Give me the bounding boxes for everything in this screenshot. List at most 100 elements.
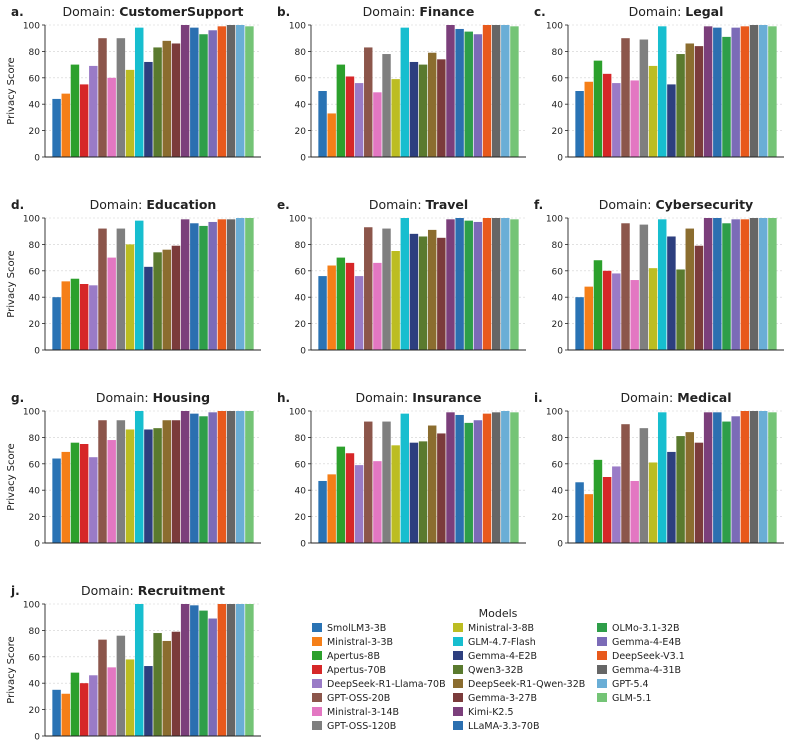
bar-kimi-k2-5 (446, 412, 455, 543)
legend-label: Gemma-4-31B (612, 665, 681, 676)
bar-gemma-4-e2b (667, 84, 676, 157)
bar-deepseek-r1-qwen-32b (162, 640, 172, 736)
y-tick-label: 40 (29, 680, 41, 690)
bar-olmo-3-1-32b (199, 610, 208, 736)
bar-kimi-k2-5 (446, 219, 455, 350)
legend-label: GLM-4.7-Flash (468, 637, 536, 648)
bar-gemma-3-27b (694, 442, 704, 543)
bar-glm-4-7-flash (657, 26, 667, 157)
y-tick-label: 20 (29, 127, 41, 137)
bar-gpt-5-4 (501, 218, 510, 350)
bar-deepseek-r1-qwen-32b (162, 420, 172, 543)
legend-swatch (597, 679, 607, 688)
bar-ministral-3-8b (125, 244, 135, 350)
legend-swatch (312, 637, 322, 646)
bar-apertus-8b (336, 446, 346, 543)
y-tick-label: 60 (552, 74, 564, 84)
bar-glm-5-1 (245, 218, 254, 350)
legend-swatch (453, 707, 463, 716)
bar-gemma-4-31b (749, 25, 759, 157)
panel-title-domain: Cybersecurity (655, 197, 753, 212)
bar-gemma-4-e4b (208, 221, 217, 350)
y-tick-label: 100 (546, 215, 563, 225)
bar-gpt-oss-20b (364, 47, 373, 157)
bar-deepseek-v3-1 (482, 413, 492, 543)
y-tick-label: 80 (29, 48, 41, 58)
y-tick-label: 80 (29, 627, 41, 637)
y-tick-label: 80 (29, 241, 41, 251)
bar-qwen3-32b (153, 252, 162, 350)
bar-gpt-oss-120b (639, 428, 649, 543)
bar-ministral-3-14b (107, 667, 116, 736)
bar-glm-4-7-flash (400, 27, 410, 157)
y-tick-label: 60 (552, 460, 564, 470)
legend-label: Gemma-3-27B (468, 693, 537, 704)
panel-title-prefix: Domain: (599, 197, 656, 212)
bar-gpt-5-4 (501, 411, 510, 543)
bar-glm-4-7-flash (134, 411, 144, 543)
bar-deepseek-r1-qwen-32b (427, 52, 437, 157)
bar-smollm3-3b (318, 276, 327, 350)
bar-glm-5-1 (245, 26, 254, 157)
legend: Models SmolLM3-3B Ministral-3-3B Apertus-8B… (312, 607, 685, 732)
y-tick-label: 100 (546, 408, 563, 418)
bar-ministral-3-8b (648, 268, 658, 350)
bar-ministral-3-3b (61, 693, 71, 736)
y-tick-label: 0 (34, 733, 40, 743)
y-tick-label: 40 (29, 101, 41, 111)
y-tick-label: 80 (552, 48, 564, 58)
legend-swatch (597, 623, 607, 632)
legend-label: GLM-5.1 (612, 693, 651, 704)
bar-kimi-k2-5 (180, 411, 190, 543)
bar-gpt-5-4 (758, 218, 768, 350)
panel-label: g. (11, 391, 24, 405)
panel-title: Domain: Medical (621, 390, 732, 405)
y-tick-label: 40 (295, 294, 307, 304)
legend-swatch (453, 693, 463, 702)
bar-deepseek-r1-qwen-32b (162, 40, 172, 158)
bar-ministral-3-14b (373, 461, 382, 543)
bar-deepseek-r1-llama-70b (354, 83, 364, 157)
panel-label: h. (277, 391, 290, 405)
bar-gpt-oss-120b (116, 635, 126, 736)
bar-deepseek-r1-llama-70b (612, 83, 621, 157)
bar-gemma-4-31b (749, 218, 759, 350)
panel-title-prefix: Domain: (63, 4, 120, 19)
bar-ministral-3-3b (584, 494, 594, 543)
legend-label: DeepSeek-V3.1 (612, 651, 685, 662)
bar-ministral-3-8b (391, 445, 400, 543)
y-tick-label: 20 (295, 127, 307, 137)
y-tick-label: 40 (295, 487, 307, 497)
y-tick-label: 100 (289, 22, 306, 32)
bar-smollm3-3b (575, 482, 584, 543)
bar-deepseek-r1-qwen-32b (427, 229, 437, 350)
panel-title-domain: Recruitment (138, 583, 225, 598)
y-tick-label: 100 (23, 601, 40, 611)
legend-label: Ministral-3-3B (327, 637, 393, 648)
y-tick-label: 0 (34, 540, 40, 550)
legend-label: Kimi-K2.5 (468, 707, 514, 718)
bar-apertus-70b (602, 477, 612, 543)
bar-glm-5-1 (768, 26, 777, 157)
bar-gemma-4-e2b (667, 451, 676, 543)
bar-glm-4-7-flash (134, 220, 144, 350)
bar-gemma-4-e4b (731, 27, 740, 157)
legend-swatch (453, 679, 463, 688)
panel-title: Domain: Finance (363, 4, 475, 19)
bar-smollm3-3b (52, 689, 61, 736)
bar-glm-5-1 (510, 26, 519, 157)
bar-ministral-3-3b (61, 281, 71, 350)
y-tick-label: 100 (289, 408, 306, 418)
bar-ministral-3-8b (391, 251, 400, 350)
panel-title-domain: Insurance (412, 390, 481, 405)
bar-smollm3-3b (318, 91, 327, 157)
bar-olmo-3-1-32b (199, 34, 208, 157)
y-tick-label: 60 (29, 653, 41, 663)
bar-gemma-4-31b (749, 411, 759, 543)
legend-label: GPT-5.4 (612, 679, 649, 690)
bar-gemma-4-e2b (409, 233, 419, 350)
panel-title: Domain: Travel (369, 197, 468, 212)
y-tick-label: 0 (300, 540, 306, 550)
bar-llama-3-3-70b (190, 413, 199, 543)
bar-smollm3-3b (575, 297, 584, 350)
